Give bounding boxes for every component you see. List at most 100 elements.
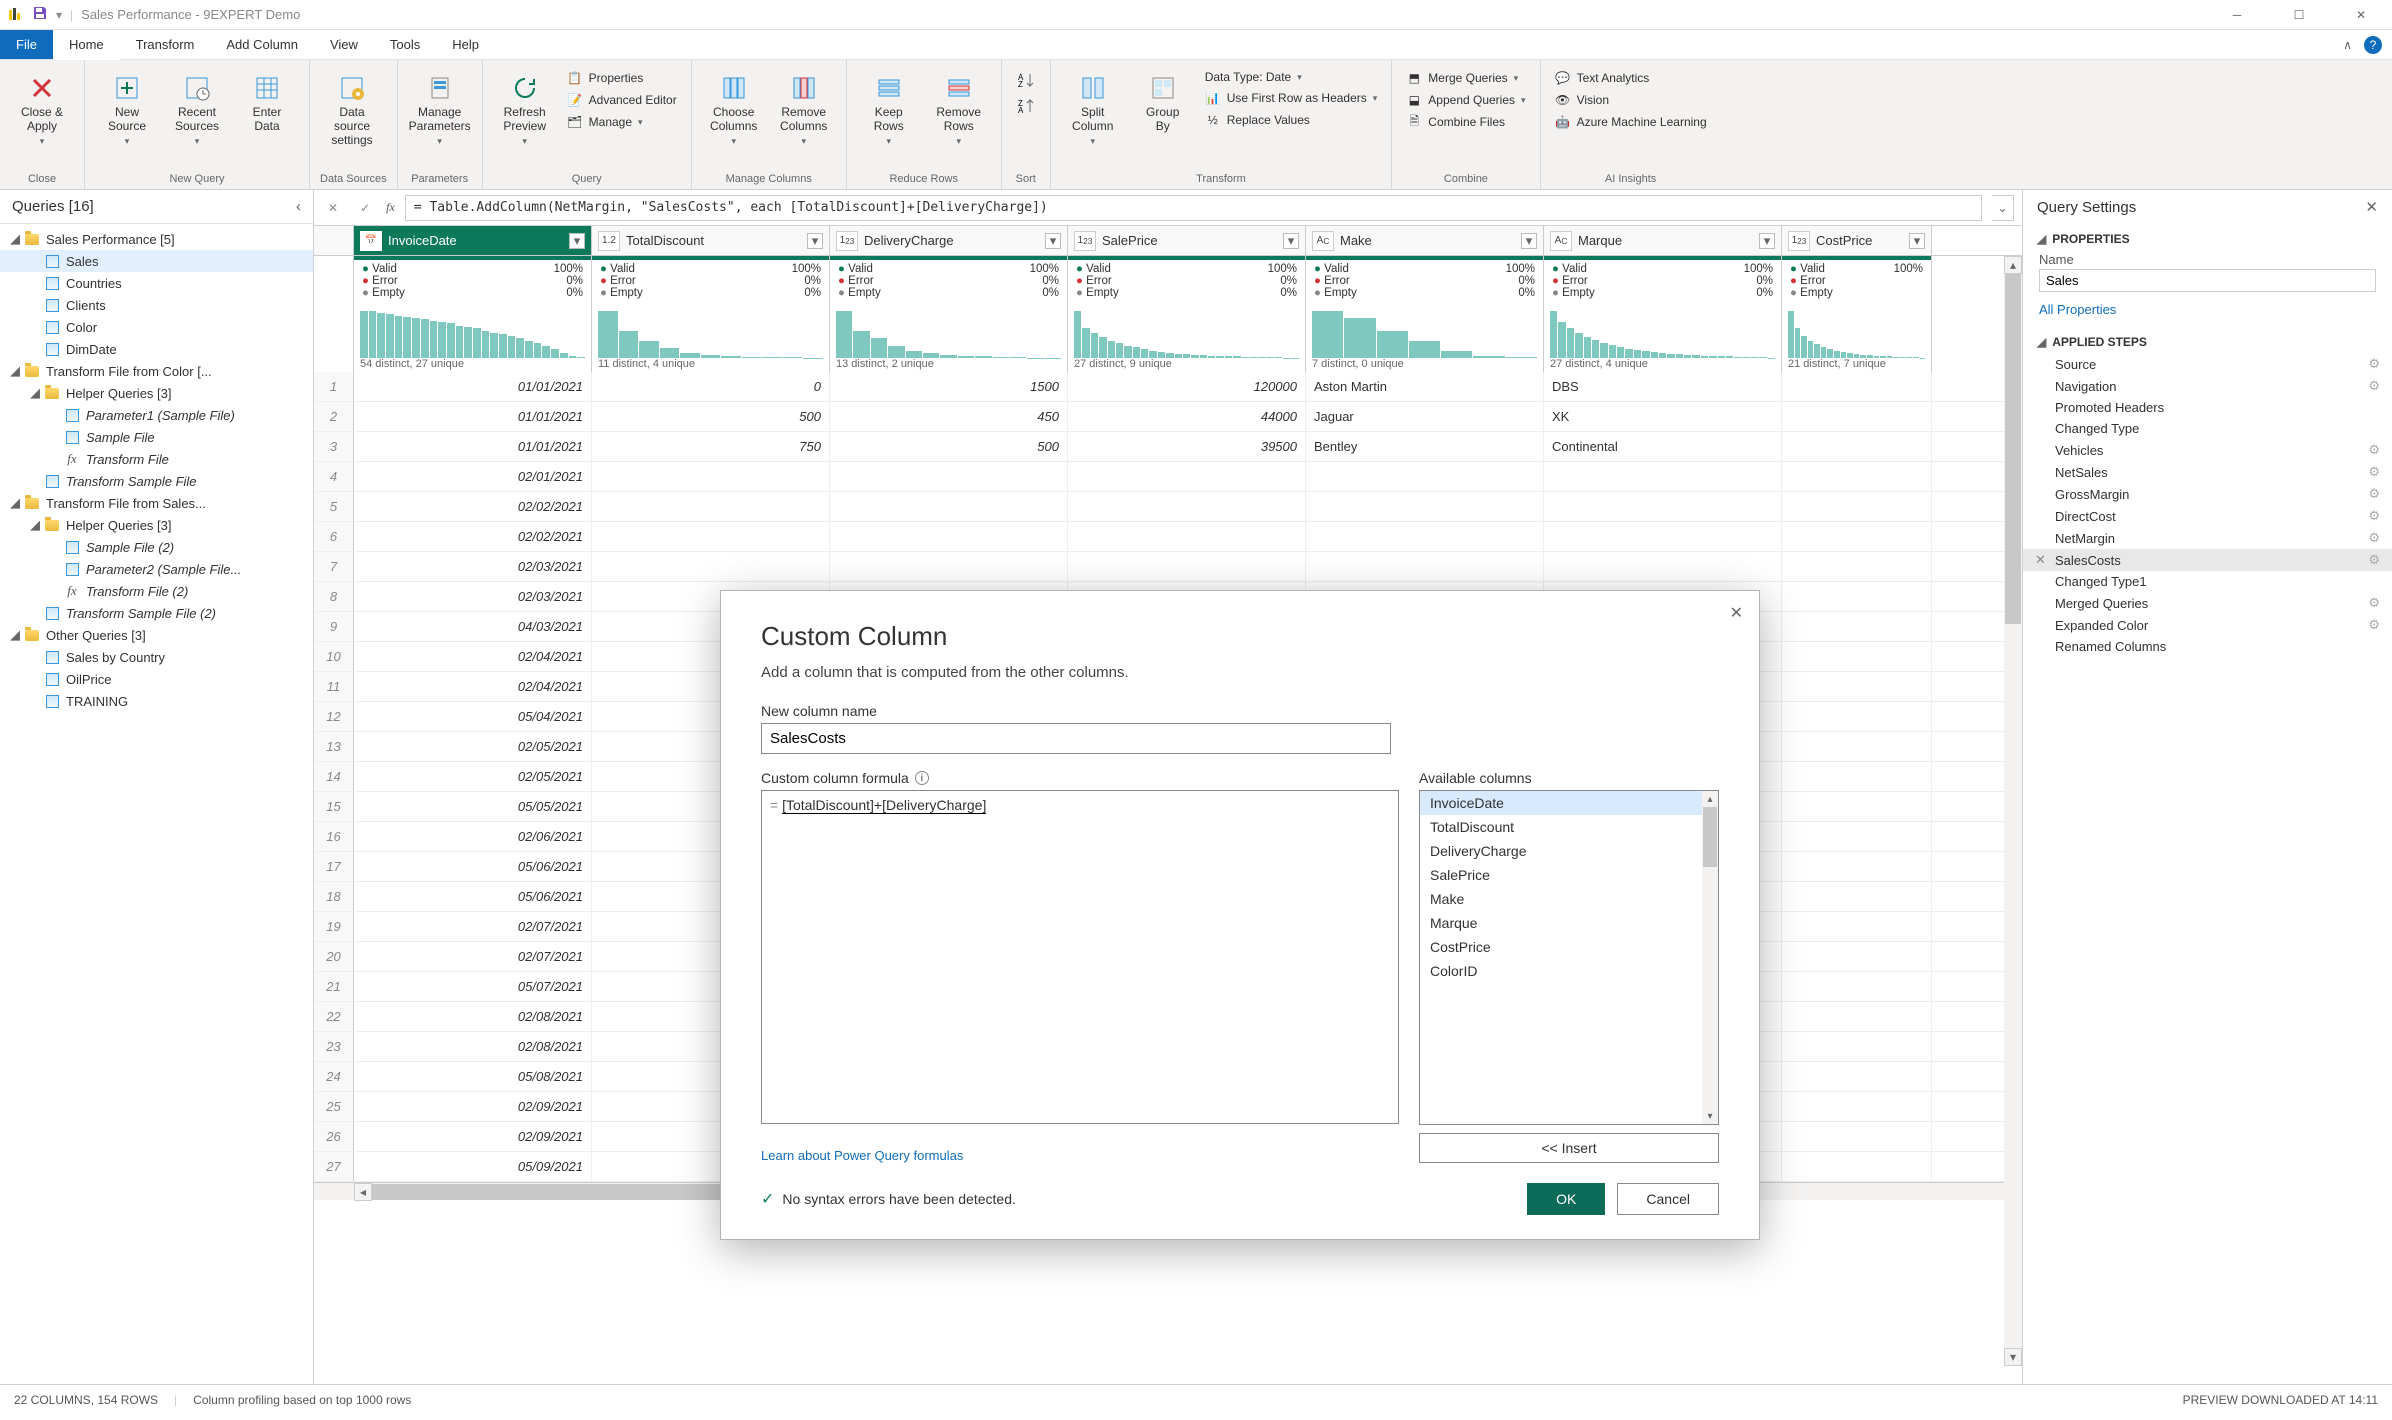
ribbon-tab-add-column[interactable]: Add Column <box>210 30 314 59</box>
query-tree-item[interactable]: TRAINING <box>0 690 313 712</box>
applied-step[interactable]: Renamed Columns <box>2023 636 2392 657</box>
remove-rows-button[interactable]: Remove Rows▾ <box>927 68 991 151</box>
ribbon-tab-home[interactable]: Home <box>53 30 120 59</box>
column-header[interactable]: 123DeliveryCharge▾ <box>830 226 1068 255</box>
step-gear-icon[interactable]: ⚙ <box>2368 595 2380 611</box>
enter-data-button[interactable]: Enter Data <box>235 68 299 138</box>
query-tree-item[interactable]: ◢Transform File from Color [... <box>0 360 313 382</box>
query-tree-item[interactable]: Sample File <box>0 426 313 448</box>
applied-step[interactable]: Source⚙ <box>2023 353 2392 375</box>
append-queries-button[interactable]: ⬓Append Queries ▾ <box>1402 90 1529 110</box>
group-by-button[interactable]: Group By <box>1131 68 1195 138</box>
ribbon-collapse-icon[interactable]: ∧ <box>2343 38 2352 52</box>
query-tree-item[interactable]: OilPrice <box>0 668 313 690</box>
merge-queries-button[interactable]: ⬒Merge Queries ▾ <box>1402 68 1529 88</box>
query-settings-close-icon[interactable]: ✕ <box>2365 198 2378 216</box>
table-row[interactable]: 502/02/2021 <box>314 492 2022 522</box>
remove-columns-button[interactable]: Remove Columns▾ <box>772 68 836 151</box>
data-source-settings-button[interactable]: Data source settings <box>320 68 384 151</box>
dialog-close-icon[interactable]: ✕ <box>1730 603 1743 623</box>
applied-step[interactable]: Vehicles⚙ <box>2023 439 2392 461</box>
applied-step[interactable]: Navigation⚙ <box>2023 375 2392 397</box>
refresh-preview-button[interactable]: Refresh Preview▾ <box>493 68 557 151</box>
sort-desc-button[interactable]: ZA <box>1012 94 1040 118</box>
step-gear-icon[interactable]: ⚙ <box>2368 378 2380 394</box>
ribbon-tab-tools[interactable]: Tools <box>374 30 436 59</box>
data-type-button[interactable]: Data Type: Date ▾ <box>1201 68 1382 86</box>
query-tree-item[interactable]: Parameter2 (Sample File... <box>0 558 313 580</box>
step-gear-icon[interactable]: ⚙ <box>2368 552 2380 568</box>
query-tree-item[interactable]: fxTransform File (2) <box>0 580 313 602</box>
query-tree-item[interactable]: Clients <box>0 294 313 316</box>
column-header[interactable]: 📅InvoiceDate▾ <box>354 226 592 255</box>
qat-dropdown-icon[interactable]: ▾ <box>56 8 62 22</box>
formula-commit-icon[interactable]: ✓ <box>354 201 376 215</box>
column-header[interactable]: ACMake▾ <box>1306 226 1544 255</box>
query-tree-item[interactable]: ◢Helper Queries [3] <box>0 514 313 536</box>
column-header[interactable]: 123CostPrice▾ <box>1782 226 1932 255</box>
available-column-item[interactable]: TotalDiscount <box>1420 815 1718 839</box>
step-gear-icon[interactable]: ⚙ <box>2368 356 2380 372</box>
step-gear-icon[interactable]: ⚙ <box>2368 442 2380 458</box>
query-tree-item[interactable]: ◢Sales Performance [5] <box>0 228 313 250</box>
recent-sources-button[interactable]: Recent Sources▾ <box>165 68 229 151</box>
applied-step[interactable]: NetMargin⚙ <box>2023 527 2392 549</box>
available-column-item[interactable]: CostPrice <box>1420 935 1718 959</box>
step-gear-icon[interactable]: ⚙ <box>2368 464 2380 480</box>
new-source-button[interactable]: New Source▾ <box>95 68 159 151</box>
new-column-name-input[interactable] <box>761 723 1391 754</box>
insert-column-button[interactable]: << Insert <box>1419 1133 1719 1163</box>
table-row[interactable]: 702/03/2021 <box>314 552 2022 582</box>
table-row[interactable]: 201/01/202150045044000JaguarXK <box>314 402 2022 432</box>
replace-values-button[interactable]: ½Replace Values <box>1201 110 1382 130</box>
learn-formulas-link[interactable]: Learn about Power Query formulas <box>761 1148 963 1163</box>
save-icon[interactable] <box>32 5 48 24</box>
vision-button[interactable]: 👁Vision <box>1551 90 1711 110</box>
info-icon[interactable]: i <box>915 771 929 785</box>
applied-step[interactable]: Changed Type1 <box>2023 571 2392 592</box>
properties-button[interactable]: 📋Properties <box>563 68 681 88</box>
first-row-headers-button[interactable]: 📊Use First Row as Headers ▾ <box>1201 88 1382 108</box>
ribbon-tab-file[interactable]: File <box>0 30 53 59</box>
formula-input[interactable]: = Table.AddColumn(NetMargin, "SalesCosts… <box>405 195 1982 221</box>
column-header[interactable]: ACMarque▾ <box>1544 226 1782 255</box>
available-column-item[interactable]: Marque <box>1420 911 1718 935</box>
manage-parameters-button[interactable]: Manage Parameters▾ <box>408 68 472 151</box>
custom-formula-input[interactable]: = [TotalDiscount]+[DeliveryCharge] <box>761 790 1399 1124</box>
query-tree-item[interactable]: Sales <box>0 250 313 272</box>
query-tree-item[interactable]: ◢Transform File from Sales... <box>0 492 313 514</box>
query-tree-item[interactable]: Countries <box>0 272 313 294</box>
applied-step[interactable]: Promoted Headers <box>2023 397 2392 418</box>
applied-step[interactable]: NetSales⚙ <box>2023 461 2392 483</box>
column-header[interactable]: 1.2TotalDiscount▾ <box>592 226 830 255</box>
query-tree-item[interactable]: Sample File (2) <box>0 536 313 558</box>
ribbon-tab-help[interactable]: Help <box>436 30 495 59</box>
step-gear-icon[interactable]: ⚙ <box>2368 508 2380 524</box>
step-gear-icon[interactable]: ⚙ <box>2368 617 2380 633</box>
step-gear-icon[interactable]: ⚙ <box>2368 530 2380 546</box>
available-column-item[interactable]: SalePrice <box>1420 863 1718 887</box>
advanced-editor-button[interactable]: 📝Advanced Editor <box>563 90 681 110</box>
table-row[interactable]: 602/02/2021 <box>314 522 2022 552</box>
available-column-item[interactable]: InvoiceDate <box>1420 791 1718 815</box>
column-header[interactable]: 123SalePrice▾ <box>1068 226 1306 255</box>
maximize-button[interactable]: ☐ <box>2276 0 2322 30</box>
table-row[interactable]: 402/01/2021 <box>314 462 2022 492</box>
applied-step[interactable]: DirectCost⚙ <box>2023 505 2392 527</box>
applied-step[interactable]: GrossMargin⚙ <box>2023 483 2392 505</box>
vertical-scrollbar[interactable]: ▴▾ <box>2004 256 2022 1366</box>
manage-button[interactable]: 🗂Manage ▾ <box>563 112 681 132</box>
available-column-item[interactable]: ColorID <box>1420 959 1718 983</box>
choose-columns-button[interactable]: Choose Columns▾ <box>702 68 766 151</box>
query-tree-item[interactable]: Parameter1 (Sample File) <box>0 404 313 426</box>
query-tree-item[interactable]: Color <box>0 316 313 338</box>
azure-ml-button[interactable]: 🤖Azure Machine Learning <box>1551 112 1711 132</box>
ribbon-tab-view[interactable]: View <box>314 30 374 59</box>
queries-collapse-icon[interactable]: ‹ <box>296 198 301 215</box>
minimize-button[interactable]: ─ <box>2214 0 2260 30</box>
step-gear-icon[interactable]: ⚙ <box>2368 486 2380 502</box>
applied-step[interactable]: ✕SalesCosts⚙ <box>2023 549 2392 571</box>
ok-button[interactable]: OK <box>1527 1183 1605 1215</box>
formula-expand-button[interactable]: ⌄ <box>1992 195 2014 221</box>
table-row[interactable]: 101/01/202101500120000Aston MartinDBS <box>314 372 2022 402</box>
